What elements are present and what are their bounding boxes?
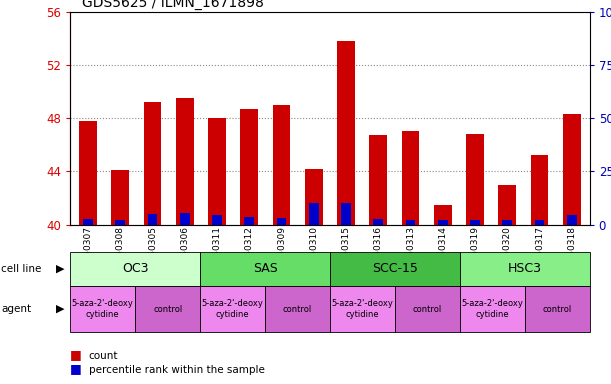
Bar — [337, 41, 355, 225]
Bar — [330, 286, 395, 332]
Bar — [111, 170, 129, 225]
Bar — [277, 218, 287, 225]
Text: 5-aza-2'-deoxy
cytidine: 5-aza-2'-deoxy cytidine — [331, 300, 393, 319]
Bar — [200, 286, 265, 332]
Text: percentile rank within the sample: percentile rank within the sample — [89, 365, 265, 375]
Bar — [244, 217, 254, 225]
Bar — [115, 220, 125, 225]
Text: ■: ■ — [70, 362, 82, 375]
Text: GSM950306: GSM950306 — [180, 226, 189, 281]
Text: control: control — [153, 305, 182, 314]
Text: GSM950308: GSM950308 — [115, 226, 125, 281]
Text: 5-aza-2'-deoxy
cytidine: 5-aza-2'-deoxy cytidine — [461, 300, 523, 319]
Bar — [144, 102, 161, 225]
Text: GSM950309: GSM950309 — [277, 226, 286, 281]
Text: GSM950319: GSM950319 — [470, 226, 480, 281]
Bar — [535, 220, 544, 225]
Text: GSM950313: GSM950313 — [406, 226, 415, 281]
Bar — [200, 252, 330, 286]
Text: control: control — [412, 305, 442, 314]
Bar — [563, 114, 580, 225]
Bar — [70, 286, 135, 332]
Bar — [83, 219, 93, 225]
Text: HSC3: HSC3 — [508, 262, 542, 275]
Text: GSM950312: GSM950312 — [245, 226, 254, 281]
Text: GSM950310: GSM950310 — [309, 226, 318, 281]
Text: GSM950305: GSM950305 — [148, 226, 157, 281]
Text: 5-aza-2'-deoxy
cytidine: 5-aza-2'-deoxy cytidine — [71, 300, 134, 319]
Text: OC3: OC3 — [122, 262, 148, 275]
Text: ▶: ▶ — [56, 304, 64, 314]
Bar — [148, 214, 158, 225]
Bar — [401, 131, 420, 225]
Bar — [208, 118, 226, 225]
Bar — [341, 204, 351, 225]
Text: agent: agent — [1, 304, 31, 314]
Bar — [330, 252, 460, 286]
Text: GSM950311: GSM950311 — [213, 226, 222, 281]
Bar — [460, 252, 590, 286]
Text: cell line: cell line — [1, 264, 42, 274]
Text: GSM950317: GSM950317 — [535, 226, 544, 281]
Bar — [373, 219, 383, 225]
Bar — [438, 220, 448, 225]
Bar — [460, 286, 525, 332]
Text: GDS5625 / ILMN_1671898: GDS5625 / ILMN_1671898 — [82, 0, 265, 10]
Bar — [531, 156, 549, 225]
Bar — [434, 205, 452, 225]
Bar — [176, 98, 194, 225]
Text: GSM950315: GSM950315 — [342, 226, 351, 281]
Text: GSM950314: GSM950314 — [438, 226, 447, 281]
Text: 5-aza-2'-deoxy
cytidine: 5-aza-2'-deoxy cytidine — [202, 300, 263, 319]
Text: count: count — [89, 351, 118, 361]
Bar — [240, 109, 258, 225]
Text: control: control — [543, 305, 572, 314]
Text: GSM950307: GSM950307 — [84, 226, 92, 281]
Bar — [135, 286, 200, 332]
Bar — [370, 136, 387, 225]
Bar — [470, 220, 480, 225]
Bar — [305, 169, 323, 225]
Text: GSM950318: GSM950318 — [568, 226, 576, 281]
Text: SAS: SAS — [252, 262, 277, 275]
Bar — [466, 134, 484, 225]
Text: GSM950316: GSM950316 — [374, 226, 383, 281]
Bar — [395, 286, 459, 332]
Bar — [180, 213, 189, 225]
Text: SCC-15: SCC-15 — [372, 262, 418, 275]
Bar — [212, 215, 222, 225]
Bar — [502, 220, 512, 225]
Bar — [406, 220, 415, 225]
Text: GSM950320: GSM950320 — [503, 226, 512, 281]
Bar — [499, 185, 516, 225]
Text: ▶: ▶ — [56, 264, 64, 274]
Bar — [70, 252, 200, 286]
Text: ■: ■ — [70, 348, 82, 361]
Bar — [79, 121, 97, 225]
Bar — [525, 286, 590, 332]
Bar — [265, 286, 330, 332]
Bar — [309, 204, 319, 225]
Bar — [567, 215, 577, 225]
Text: control: control — [283, 305, 312, 314]
Bar — [273, 105, 290, 225]
